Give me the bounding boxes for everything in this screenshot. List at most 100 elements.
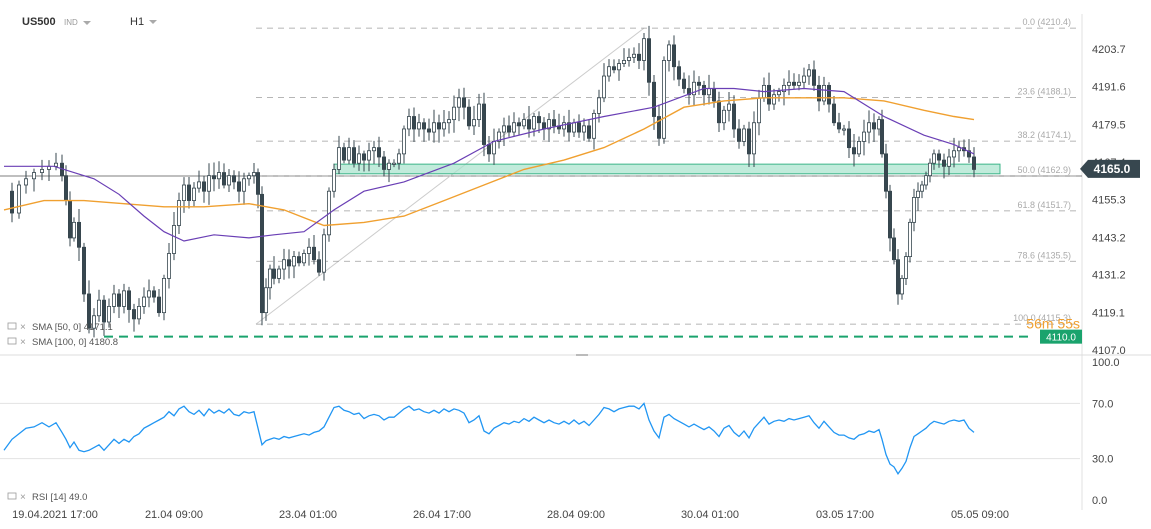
sma-50-legend: SMA [50, 0] 4171.1 bbox=[32, 322, 113, 333]
support-zone-rect[interactable] bbox=[333, 163, 1001, 175]
candle-body bbox=[637, 53, 642, 61]
candle-body bbox=[176, 200, 181, 226]
candle-body bbox=[792, 81, 797, 86]
price-axis[interactable]: 4203.74191.64179.54167.44155.34143.24131… bbox=[104, 44, 1140, 357]
price-tick-label: 4131.2 bbox=[1092, 270, 1126, 282]
candle-body bbox=[263, 287, 268, 314]
time-axis[interactable]: 19.04.2021 17:00 21.04 09:00 23.04 01:00 26… bbox=[12, 509, 1009, 521]
candle-body bbox=[942, 159, 947, 167]
fib-level-label: 50.0 (4162.9) bbox=[1017, 165, 1071, 175]
candle-body bbox=[957, 147, 962, 152]
candle-body bbox=[697, 81, 702, 86]
candle-body bbox=[612, 66, 617, 71]
candle-body bbox=[757, 97, 762, 124]
candle-body bbox=[884, 153, 889, 192]
indicator-close-icon[interactable]: × bbox=[20, 492, 26, 503]
moving-averages bbox=[3, 87, 975, 242]
candle-body bbox=[842, 128, 847, 131]
candle-body bbox=[506, 125, 511, 133]
candle-body bbox=[916, 190, 921, 198]
instrument-dropdown[interactable]: IND bbox=[64, 18, 91, 27]
candle-body bbox=[436, 122, 441, 130]
candle-body bbox=[255, 172, 260, 195]
candle-body bbox=[276, 268, 281, 279]
indicator-legend: × SMA [50, 0] 4171.1 × SMA [100, 0] 4180.8 ×… bbox=[7, 322, 118, 503]
candle-body bbox=[54, 162, 59, 167]
candle-body bbox=[522, 119, 527, 127]
candle-body bbox=[386, 162, 391, 170]
timeframe-dropdown[interactable]: H1 bbox=[130, 16, 158, 28]
indicator-settings-icon[interactable] bbox=[7, 492, 17, 500]
fib-trend-line[interactable] bbox=[255, 27, 645, 325]
current-price-badge[interactable] bbox=[1080, 159, 1140, 178]
candle-body bbox=[912, 197, 917, 223]
candle-body bbox=[857, 141, 862, 155]
candle-body bbox=[547, 119, 552, 130]
price-tick-label: 4155.3 bbox=[1092, 195, 1126, 207]
candle-body bbox=[146, 290, 151, 298]
candle-body bbox=[722, 109, 727, 124]
candle-body bbox=[166, 253, 171, 279]
candle-body bbox=[904, 256, 909, 279]
candle-body bbox=[486, 144, 491, 155]
candle-body bbox=[767, 84, 772, 105]
candle-body bbox=[311, 246, 316, 261]
candle-body bbox=[77, 221, 82, 248]
candle-body bbox=[381, 156, 386, 170]
candle-body bbox=[602, 75, 607, 99]
candle-body bbox=[872, 122, 877, 130]
candle-body bbox=[456, 97, 461, 108]
candle-body bbox=[752, 122, 757, 155]
fib-level-label: 78.6 (4135.5) bbox=[1017, 250, 1071, 260]
time-tick-label: 03.05 17:00 bbox=[816, 509, 874, 521]
candle-body bbox=[421, 122, 426, 130]
candle-body bbox=[737, 128, 742, 142]
indicator-close-icon[interactable]: × bbox=[20, 322, 26, 333]
candle-body bbox=[501, 125, 506, 133]
indicator-settings-icon[interactable] bbox=[7, 322, 17, 330]
rsi-tick-label: 70.0 bbox=[1092, 398, 1113, 410]
candle-body bbox=[908, 221, 913, 258]
candlestick-series bbox=[9, 25, 977, 338]
candle-body bbox=[68, 200, 73, 239]
candle-body bbox=[552, 119, 557, 127]
candle-body bbox=[822, 84, 827, 102]
time-tick-label: 30.04 01:00 bbox=[681, 509, 739, 521]
candle-body bbox=[928, 162, 933, 177]
candle-body bbox=[201, 181, 206, 192]
candle-body bbox=[562, 122, 567, 130]
candle-body bbox=[306, 246, 311, 254]
candle-body bbox=[151, 290, 156, 298]
candle-body bbox=[321, 234, 326, 273]
candle-body bbox=[577, 122, 582, 133]
indicator-settings-icon[interactable] bbox=[7, 337, 17, 345]
symbol-label[interactable]: US500 bbox=[22, 16, 56, 28]
candle-body bbox=[967, 150, 972, 158]
candle-countdown: 56m 55s bbox=[1026, 316, 1080, 332]
candle-body bbox=[772, 94, 777, 105]
candle-body bbox=[888, 190, 893, 239]
candle-body bbox=[131, 309, 136, 320]
candle-body bbox=[181, 184, 186, 201]
chevron-down-icon bbox=[149, 20, 158, 25]
order-price-badge[interactable] bbox=[1040, 329, 1082, 344]
candle-body bbox=[206, 175, 211, 192]
indicator-close-icon[interactable]: × bbox=[20, 337, 26, 348]
grid bbox=[0, 14, 1151, 510]
support-zone[interactable] bbox=[333, 163, 1001, 175]
candle-body bbox=[136, 306, 141, 320]
candle-body bbox=[117, 293, 122, 307]
candle-body bbox=[920, 184, 925, 192]
candle-body bbox=[647, 38, 652, 83]
candle-body bbox=[572, 122, 577, 133]
candle-body bbox=[122, 290, 127, 307]
candle-body bbox=[221, 172, 226, 186]
sma-100-line bbox=[3, 97, 975, 227]
candle-body bbox=[259, 193, 264, 314]
candle-body bbox=[341, 147, 346, 161]
candle-body bbox=[9, 190, 14, 214]
candle-body bbox=[802, 75, 807, 83]
candle-body bbox=[632, 53, 637, 58]
